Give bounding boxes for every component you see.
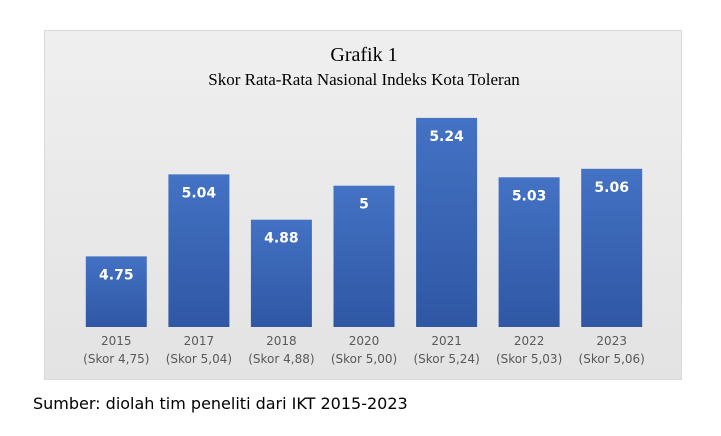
bar-labels-group: 4.75 5.04 4.88 5 5.24 5.03 5.06 xyxy=(99,129,629,284)
source-note: Sumber: diolah tim peneliti dari IKT 201… xyxy=(33,394,408,413)
bar-2017 xyxy=(168,174,230,327)
bar-data-label-2017: 5.04 xyxy=(182,185,217,201)
x-tick-label-2021: 2021 xyxy=(431,334,462,348)
bar-2022 xyxy=(498,177,560,327)
x-tick-label-2020: 2020 xyxy=(349,334,380,348)
x-tick-sublabel-2015: (Skor 4,75) xyxy=(83,352,149,366)
bars-group xyxy=(85,117,643,328)
bar-chart: Grafik 1 Skor Rata-Rata Nasional Indeks … xyxy=(83,44,645,366)
chart-subtitle: Skor Rata-Rata Nasional Indeks Kota Tole… xyxy=(208,70,520,89)
x-tick-sublabel-2017: (Skor 5,04) xyxy=(166,352,232,366)
x-tick-sublabel-2021: (Skor 5,24) xyxy=(413,352,479,366)
bar-data-label-2018: 4.88 xyxy=(264,231,299,247)
bar-data-label-2015: 4.75 xyxy=(99,267,134,283)
tick-labels-group: 2015 (Skor 4,75) 2017 (Skor 5,04) 2018 (Skor … xyxy=(83,334,645,366)
x-tick-sublabel-2022: (Skor 5,03) xyxy=(496,352,562,366)
bar-data-label-2023: 5.06 xyxy=(594,180,629,196)
x-tick-label-2018: 2018 xyxy=(266,334,297,348)
bar-data-label-2021: 5.24 xyxy=(429,129,464,145)
x-tick-label-2022: 2022 xyxy=(514,334,545,348)
x-tick-label-2015: 2015 xyxy=(101,334,132,348)
bar-2021 xyxy=(416,117,478,328)
bar-2018 xyxy=(250,219,312,327)
bar-2023 xyxy=(581,168,643,327)
x-tick-label-2017: 2017 xyxy=(184,334,215,348)
chart-frame: Grafik 1 Skor Rata-Rata Nasional Indeks … xyxy=(44,30,682,380)
bar-data-label-2022: 5.03 xyxy=(512,188,547,204)
chart-title: Grafik 1 xyxy=(330,44,397,66)
x-tick-sublabel-2023: (Skor 5,06) xyxy=(579,352,645,366)
bar-data-label-2020: 5 xyxy=(359,197,369,213)
bar-2015 xyxy=(85,256,147,327)
x-tick-label-2023: 2023 xyxy=(596,334,627,348)
bar-2020 xyxy=(333,185,395,327)
x-tick-sublabel-2020: (Skor 5,00) xyxy=(331,352,397,366)
x-tick-sublabel-2018: (Skor 4,88) xyxy=(248,352,314,366)
